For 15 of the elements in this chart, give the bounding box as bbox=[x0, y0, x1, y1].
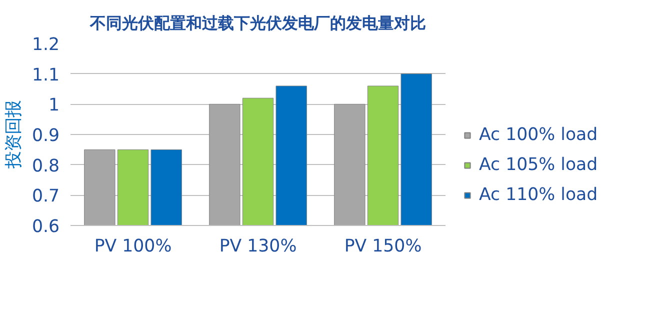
y-tick-label: 1.2 bbox=[32, 35, 60, 55]
chart-title: 不同光伏配置和过载下光伏发电厂的发电量对比 bbox=[89, 14, 426, 32]
legend-label: Ac 100% load bbox=[479, 125, 598, 145]
x-tick-label: PV 130% bbox=[219, 236, 297, 256]
legend-label: Ac 110% load bbox=[479, 185, 598, 205]
y-tick-label: 1 bbox=[48, 96, 60, 116]
y-axis-title: 投资回报 bbox=[4, 100, 24, 170]
legend-label: Ac 105% load bbox=[479, 155, 598, 175]
y-tick-label: 0.7 bbox=[32, 186, 60, 207]
x-tick-label: PV 100% bbox=[94, 236, 172, 256]
y-tick-label: 0.6 bbox=[32, 217, 60, 237]
x-tick-label: PV 150% bbox=[344, 236, 422, 256]
y-tick-label: 0.9 bbox=[32, 126, 60, 146]
y-tick-label: 1.1 bbox=[32, 65, 60, 86]
y-tick-label: 0.8 bbox=[32, 156, 60, 176]
